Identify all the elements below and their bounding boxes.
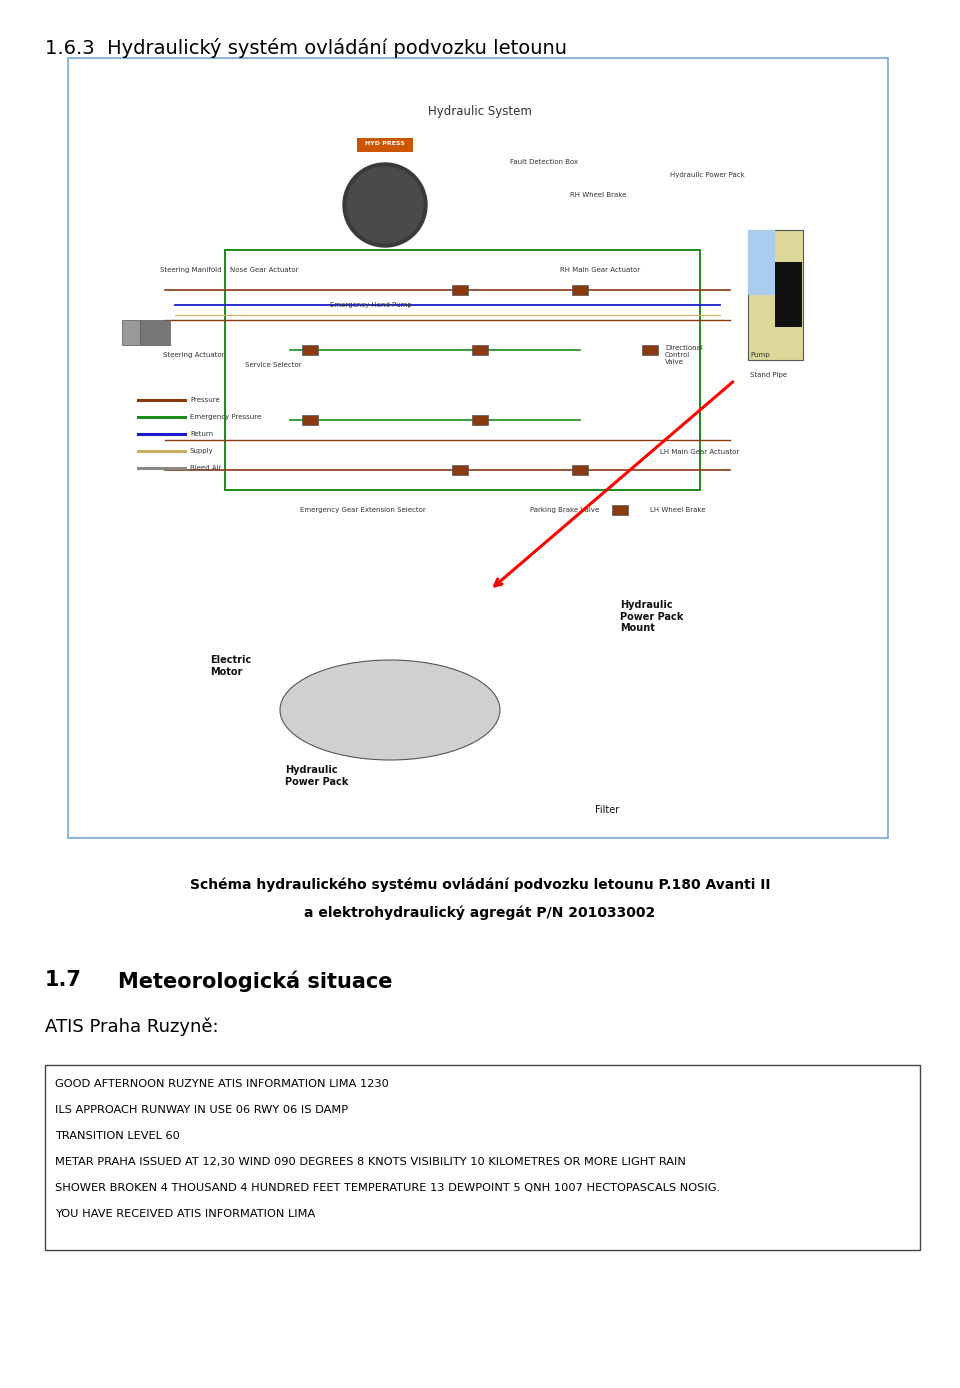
Bar: [45, 1065, 920, 1251]
Text: LH Wheel Brake: LH Wheel Brake: [650, 507, 706, 514]
Text: Hydraulic System: Hydraulic System: [428, 105, 532, 118]
Bar: [452, 285, 468, 296]
Text: Directional
Control
Valve: Directional Control Valve: [665, 346, 703, 365]
Bar: [572, 465, 588, 475]
Text: a elektrohydraulický agregát P/N 201033002: a elektrohydraulický agregát P/N 2010330…: [304, 905, 656, 919]
Bar: [140, 321, 170, 346]
Text: Hydraulic
Power Pack: Hydraulic Power Pack: [285, 765, 348, 787]
Text: Filter: Filter: [595, 805, 619, 815]
Text: GOOD AFTERNOON RUZYNE ATIS INFORMATION LIMA 1230: GOOD AFTERNOON RUZYNE ATIS INFORMATION L…: [55, 1078, 389, 1090]
Bar: [302, 346, 318, 355]
Text: ILS APPROACH RUNWAY IN USE 06 RWY 06 IS DAMP: ILS APPROACH RUNWAY IN USE 06 RWY 06 IS …: [55, 1105, 348, 1115]
Bar: [357, 137, 413, 153]
Text: 1.6.3  Hydraulický systém ovládání podvozku letounu: 1.6.3 Hydraulický systém ovládání podvoz…: [45, 37, 567, 58]
Text: Hydraulic Power Pack: Hydraulic Power Pack: [670, 172, 745, 178]
Text: Emergency Pressure: Emergency Pressure: [190, 414, 261, 421]
Text: Steering Actuator: Steering Actuator: [163, 353, 225, 358]
Bar: [68, 58, 888, 838]
Bar: [612, 505, 628, 515]
Text: Fault Detection Box: Fault Detection Box: [510, 160, 578, 165]
Bar: [642, 346, 658, 355]
Text: HYD PRESS: HYD PRESS: [365, 140, 405, 146]
Text: METAR PRAHA ISSUED AT 12,30 WIND 090 DEGREES 8 KNOTS VISIBILITY 10 KILOMETRES OR: METAR PRAHA ISSUED AT 12,30 WIND 090 DEG…: [55, 1158, 685, 1167]
Text: Service Selector: Service Selector: [245, 362, 301, 368]
Text: Pump: Pump: [750, 353, 770, 358]
Circle shape: [343, 162, 427, 247]
Text: YOU HAVE RECEIVED ATIS INFORMATION LIMA: YOU HAVE RECEIVED ATIS INFORMATION LIMA: [55, 1209, 315, 1219]
Bar: [452, 465, 468, 475]
Text: RH Main Gear Actuator: RH Main Gear Actuator: [560, 266, 640, 273]
Text: Meteorologická situace: Meteorologická situace: [118, 970, 393, 991]
Text: Return: Return: [190, 432, 213, 437]
Bar: [748, 230, 803, 359]
Text: Emergency Gear Extension Selector: Emergency Gear Extension Selector: [300, 507, 425, 514]
Text: Bleed Air: Bleed Air: [190, 465, 222, 471]
Text: Parking Brake Valve: Parking Brake Valve: [530, 507, 599, 514]
Text: Nose Gear Actuator: Nose Gear Actuator: [230, 266, 299, 273]
Bar: [302, 415, 318, 425]
Bar: [572, 285, 588, 296]
Text: Electric
Motor: Electric Motor: [210, 655, 252, 676]
Text: Emergency Hand Pump: Emergency Hand Pump: [330, 303, 412, 308]
Text: RH Wheel Brake: RH Wheel Brake: [570, 192, 626, 198]
Bar: [122, 321, 140, 346]
Bar: [472, 415, 488, 425]
Bar: [775, 262, 802, 328]
Text: Supply: Supply: [190, 448, 214, 454]
Bar: [748, 230, 775, 296]
Text: LH Main Gear Actuator: LH Main Gear Actuator: [660, 448, 739, 455]
Bar: [472, 346, 488, 355]
Text: 1.7: 1.7: [45, 970, 82, 990]
Text: Schéma hydraulického systému ovládání podvozku letounu P.180 Avanti II: Schéma hydraulického systému ovládání po…: [190, 879, 770, 892]
Text: Hydraulic
Power Pack
Mount: Hydraulic Power Pack Mount: [620, 600, 684, 633]
Text: Stand Pipe: Stand Pipe: [750, 372, 787, 378]
Bar: [70, 60, 886, 836]
Ellipse shape: [280, 661, 500, 761]
Text: TRANSITION LEVEL 60: TRANSITION LEVEL 60: [55, 1131, 180, 1141]
Text: Pressure: Pressure: [190, 397, 220, 403]
Text: Steering Manifold: Steering Manifold: [160, 266, 222, 273]
Text: SHOWER BROKEN 4 THOUSAND 4 HUNDRED FEET TEMPERATURE 13 DEWPOINT 5 QNH 1007 HECTO: SHOWER BROKEN 4 THOUSAND 4 HUNDRED FEET …: [55, 1183, 720, 1194]
Text: ATIS Praha Ruzyně:: ATIS Praha Ruzyně:: [45, 1017, 219, 1037]
Circle shape: [347, 167, 423, 243]
